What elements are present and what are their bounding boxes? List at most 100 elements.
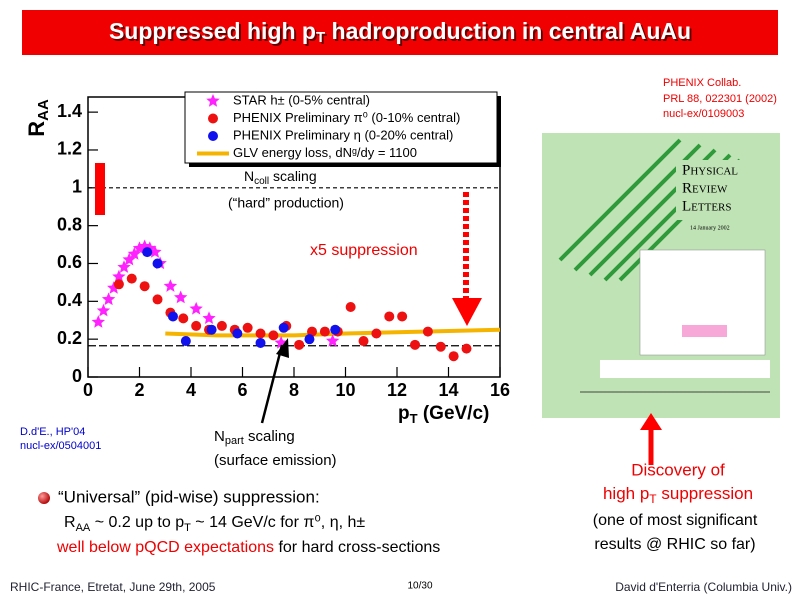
data-point [294,339,305,350]
bullet-icon [38,492,50,504]
chart: 0 0.2 0.4 0.6 0.8 1 1.2 1.4 0 2 4 6 8 10 12 14 16 STAR h±… [57,91,510,400]
data-point [319,326,330,337]
data-point [216,320,227,331]
bullet-text: well below pQCD expectations for hard cr… [56,539,440,556]
cover-title: Letters [682,198,732,214]
y-axis-label: RAA [24,99,52,137]
bullet-text: RAA ~ 0.2 up to pT ~ 14 GeV/c for π⁰, η,… [64,514,365,534]
data-point [371,328,382,339]
x-tick-label: 16 [490,380,510,400]
series-line [165,327,501,338]
ref-prl: PRL 88, 022301 (2002) [663,93,777,105]
data-point [410,339,421,350]
data-point [174,290,188,304]
title: Suppressed high pT hadroproduction in ce… [109,18,691,46]
ref-hp: D.d'E., HP'04 [20,426,85,438]
legend-box [184,91,498,164]
data-point [435,341,446,352]
cover-date: 14 January 2002 [690,225,730,231]
data-point [274,335,288,349]
data-point [96,303,111,317]
x-axis-label: pT (GeV/c) [398,403,489,426]
legend-label: PHENIX Preliminary π⁰ (0-10% central) [233,110,460,125]
footer-page: 10/30 [407,581,432,592]
data-point [117,260,131,273]
data-point [397,311,408,322]
x-tick-label: 2 [134,380,144,400]
data-point [163,279,178,292]
data-point [255,337,266,348]
data-point [113,279,124,290]
x-tick-label: 4 [186,380,196,400]
data-point [358,336,369,347]
data-point [304,334,315,345]
data-point [242,322,253,333]
footer-right: David d'Enterria (Columbia Univ.) [615,580,792,594]
data-point [139,281,150,292]
data-point [255,328,266,339]
y-tick-label: 0.8 [57,214,82,234]
data-point [330,324,341,335]
data-point [191,320,202,331]
data-point [112,269,126,283]
data-point [180,336,191,347]
discovery-text: Discovery of [631,460,725,479]
y-tick-label: 0.6 [57,252,82,272]
npart-arrowhead [276,338,289,358]
title-shadow: Suppressed high pT hadroproduction in ce… [111,20,693,48]
data-point [101,292,116,306]
x-tick-label: 10 [335,380,355,400]
data-point [152,294,163,305]
y-tick-label: 1 [72,177,82,197]
data-point [107,281,121,294]
ncoll-label: Ncoll scaling [244,168,317,187]
footer-left: RHIC-France, Etretat, June 29th, 2005 [10,580,216,594]
legend-label: STAR h± (0-5% central) [233,92,370,107]
ref-prl: nucl-ex/0109003 [663,108,744,120]
data-point [268,330,279,341]
x-tick-label: 6 [237,380,247,400]
data-point [232,328,243,339]
legend-swatch [206,94,220,107]
data-point [167,311,178,322]
bullet-text: “Universal” (pid-wise) suppression: [58,487,320,506]
discovery-arrowhead [640,413,662,430]
data-point [448,351,459,362]
x-tick-label: 14 [438,380,458,400]
data-point [178,313,189,324]
journal-cover: Physical Review Letters 14 January 2002 [542,133,780,418]
data-point [148,245,162,258]
y-tick-label: 0 [72,366,82,386]
x-tick-label: 0 [83,380,93,400]
npart-label: Npart scaling [214,428,295,447]
data-point [384,311,395,322]
suppression-arrowhead [452,298,482,326]
data-point [122,252,136,266]
title-bar [22,10,778,55]
legend-swatch [208,131,218,141]
data-point [189,301,203,315]
data-point [422,326,433,337]
data-point [345,302,356,312]
data-point [142,247,153,258]
surface-label: (surface emission) [214,452,337,469]
y-tick-label: 1.4 [57,101,82,121]
data-point [461,343,472,354]
x-tick-label: 8 [289,380,299,400]
data-point [126,273,137,284]
hard-label: (“hard” production) [228,195,344,211]
data-point [127,247,141,260]
x-tick-label: 12 [387,380,407,400]
data-point [91,315,105,328]
legend-swatch [208,113,218,124]
cover-title: Review [682,180,728,196]
legend-label: PHENIX Preliminary η (0-20% central) [233,127,453,142]
y-tick-label: 0.2 [57,328,82,348]
discovery-note: results @ RHIC so far) [594,536,755,553]
ref-prl: PHENIX Collab. [663,77,741,89]
data-point [307,326,318,337]
suppression-label: x5 suppression [310,242,418,259]
ref-hp: nucl-ex/0504001 [20,440,101,452]
data-point [326,334,340,347]
